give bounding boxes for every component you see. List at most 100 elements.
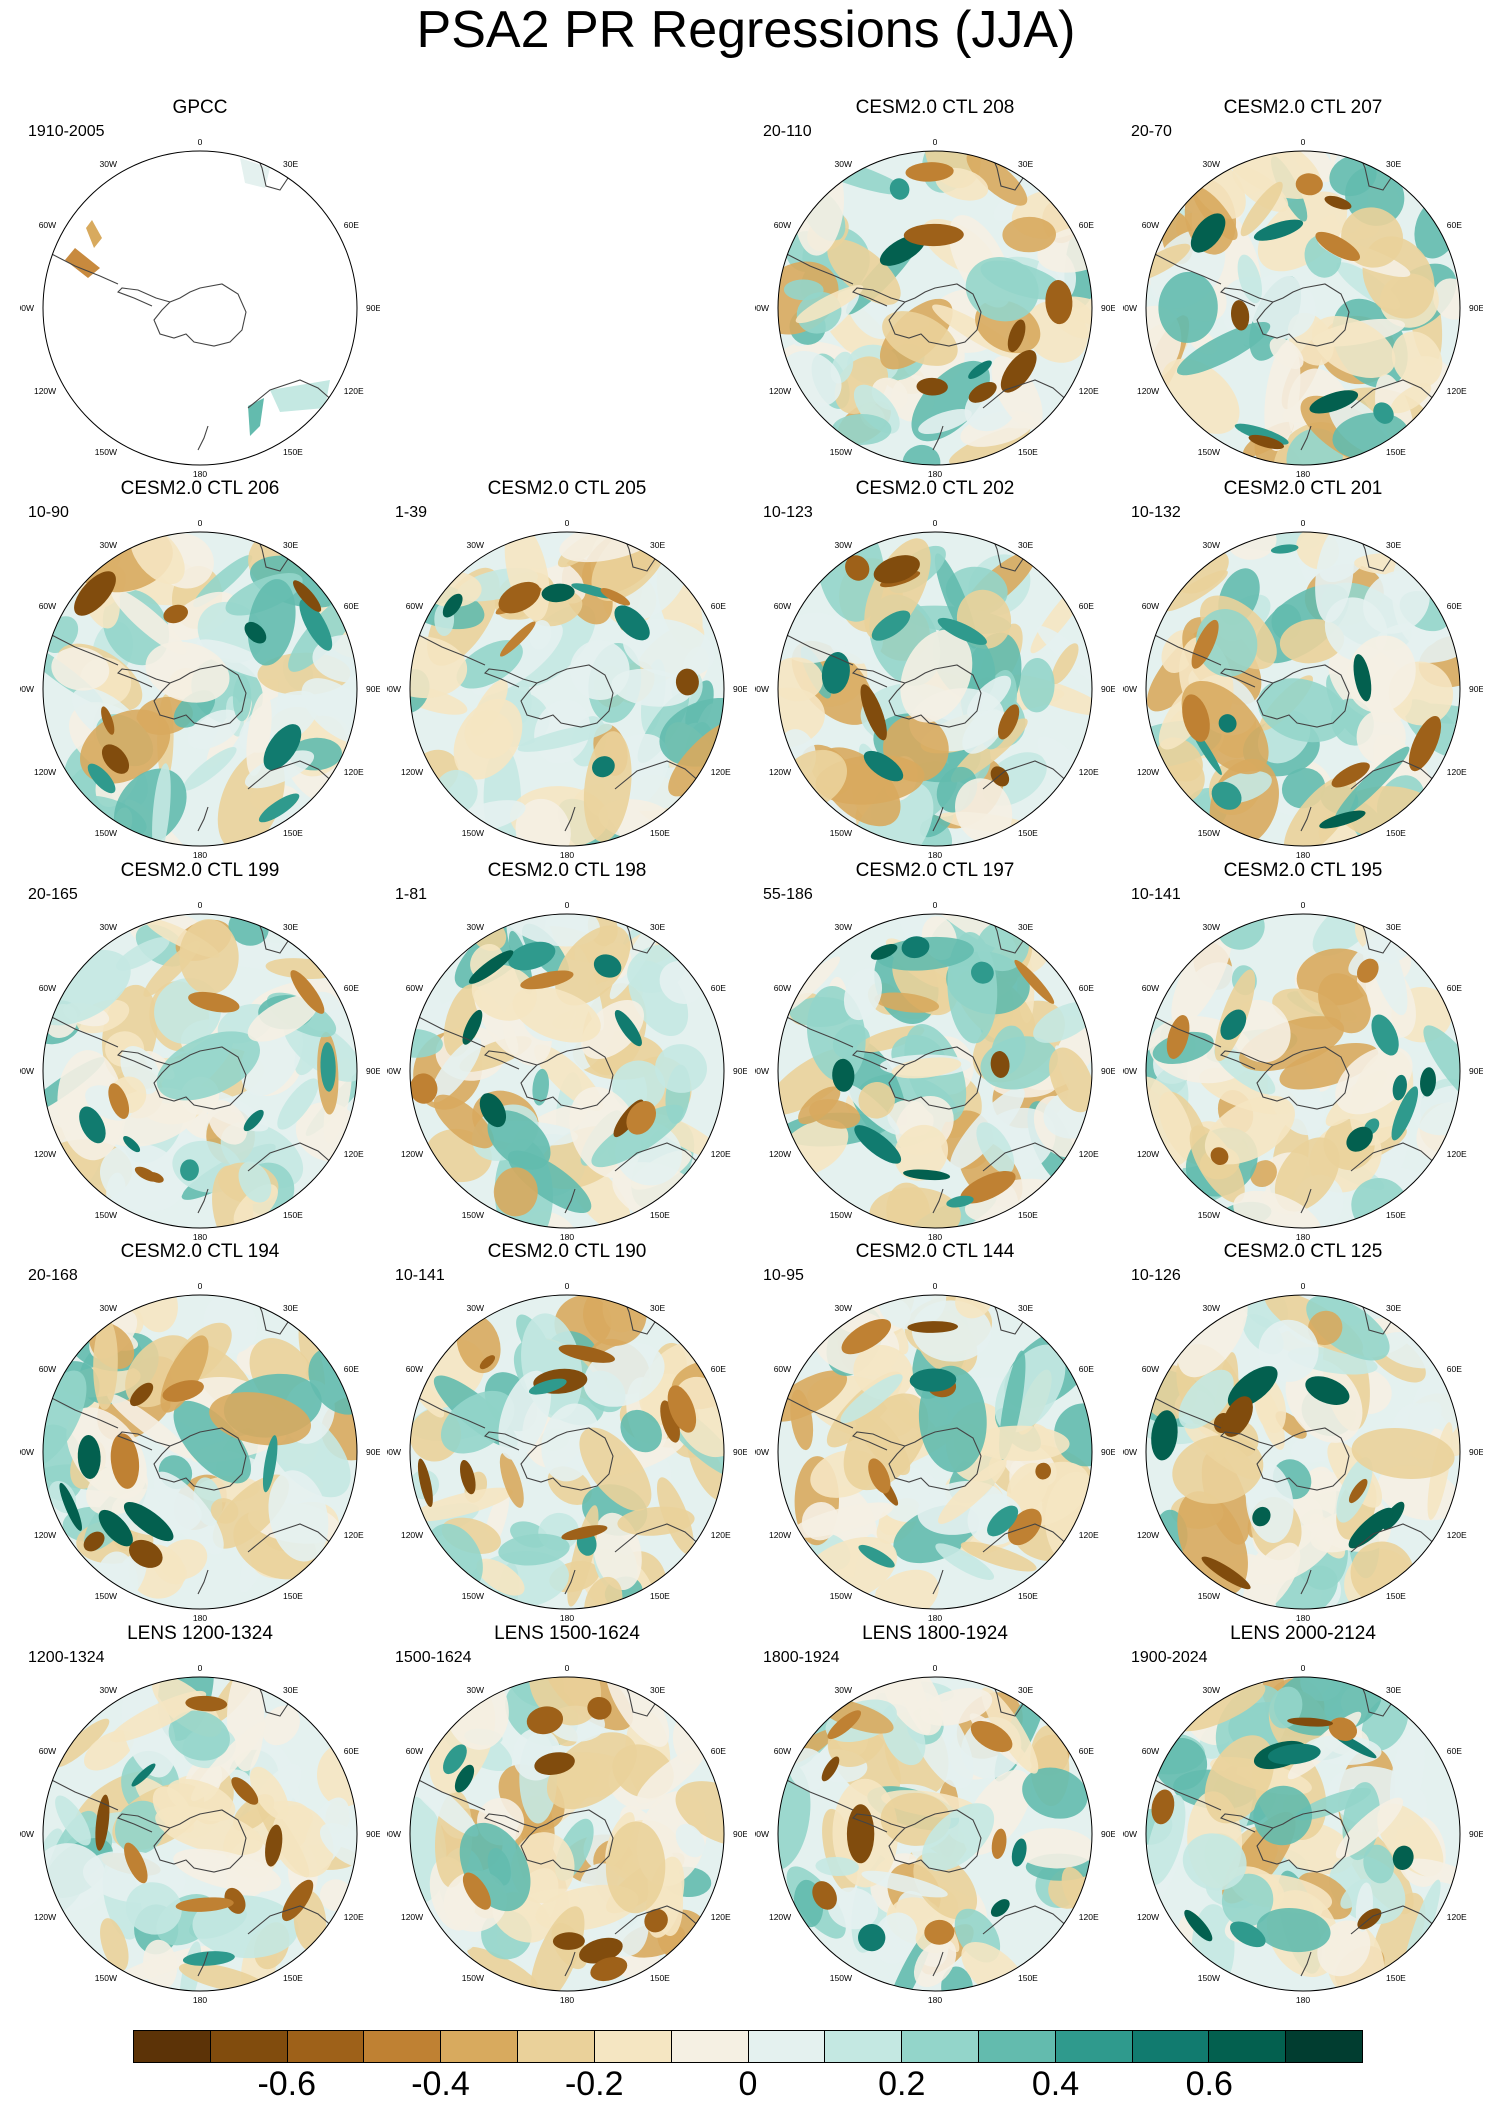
longitude-label: 120W [401,1530,423,1540]
panel-period: 10-132 [1131,504,1181,521]
longitude-label: 90E [366,1447,380,1457]
panel-period: 1910-2005 [28,123,105,140]
longitude-label: 150W [95,1973,117,1983]
longitude-label: 60E [1447,220,1462,230]
colorbar-swatch [210,2031,288,2062]
map-panel: CESM2.0 CTL 202 10-123 0 30E 60E 90E 120E 150E 1… [755,478,1115,858]
map-boundary [777,150,1093,466]
map-panel: LENS 2000-2124 1900-2024 0 30E 60E 90E 120E 150… [1123,1623,1483,2003]
panel-title: CESM2.0 CTL 201 [1223,478,1383,499]
colorbar-swatch [825,2031,903,2062]
colorbar-swatch [1209,2031,1287,2062]
longitude-label: 180 [1296,1613,1310,1621]
longitude-label: 120E [711,1530,731,1540]
longitude-label: 150E [650,1973,670,1983]
longitude-label: 90E [733,1447,747,1457]
map-panel: CESM2.0 CTL 199 20-165 0 30E 60E 90E 120E 150E 1… [20,860,380,1240]
map-boundary [1145,913,1461,1229]
longitude-label: 90W [387,1447,401,1457]
longitude-label: 30E [1386,159,1401,169]
longitude-label: 60W [774,1364,791,1374]
map-panel: CESM2.0 CTL 194 20-168 0 30E 60E 90E 120E 150E 1… [20,1241,380,1621]
polar-map: 0 30E 60E 90E 120E 150E 180 150W 120W 90W 60W 30W [20,518,380,858]
colorbar-swatch [902,2031,979,2062]
longitude-label: 90E [1101,1066,1115,1076]
longitude-label: 90W [755,1829,769,1839]
regression-field [778,532,1092,846]
longitude-label: 30W [467,922,484,932]
longitude-label: 150W [1198,1210,1220,1220]
longitude-label: 60E [344,983,359,993]
map-boundary [409,913,725,1229]
longitude-label: 30E [1018,1303,1033,1313]
polar-map: 0 30E 60E 90E 120E 150E 180 150W 120W 90W 60W 30W [387,518,747,858]
longitude-label: 0 [198,1663,203,1673]
regression-field [1146,1295,1460,1609]
longitude-label: 0 [933,1663,938,1673]
map-boundary [42,913,358,1229]
longitude-label: 120W [769,1530,791,1540]
polar-map: 0 30E 60E 90E 120E 150E 180 150W 120W 90W 60W 30W [755,137,1115,477]
panel-title: CESM2.0 CTL 144 [855,1241,1015,1262]
longitude-label: 0 [933,518,938,528]
longitude-label: 60W [774,220,791,230]
longitude-label: 0 [1301,900,1306,910]
longitude-label: 90E [733,1066,747,1076]
polar-map: 0 30E 60E 90E 120E 150E 180 150W 120W 90W 60W 30W [1123,1663,1483,2003]
longitude-label: 60W [774,983,791,993]
longitude-label: 90W [1123,1066,1137,1076]
longitude-label: 180 [560,850,574,858]
colorbar-swatch [671,2031,749,2062]
longitude-label: 150E [650,1210,670,1220]
map-boundary [42,531,358,847]
longitude-label: 150E [1386,447,1406,457]
longitude-label: 90W [1123,303,1137,313]
map-panel: LENS 1200-1324 1200-1324 0 30E 60E 90E 120E 150… [20,1623,380,2003]
longitude-label: 150W [95,447,117,457]
longitude-label: 120W [769,1912,791,1922]
longitude-label: 90E [1101,1447,1115,1457]
longitude-label: 30E [1018,1685,1033,1695]
longitude-label: 150E [1386,1591,1406,1601]
longitude-label: 120E [344,1912,364,1922]
colorbar-tick-label: -0.4 [411,2065,470,2103]
regression-field [43,1677,357,1991]
panel-title: CESM2.0 CTL 205 [487,478,647,499]
panel-period: 1900-2024 [1131,1649,1208,1666]
longitude-label: 180 [560,1995,574,2003]
longitude-label: 90E [733,684,747,694]
longitude-label: 150W [1198,1973,1220,1983]
longitude-label: 30E [650,540,665,550]
map-panel: CESM2.0 CTL 205 1-39 0 30E 60E 90E 120E 150E 180… [387,478,747,858]
colorbar-swatch [978,2031,1056,2062]
longitude-label: 60E [1079,1746,1094,1756]
longitude-label: 150E [283,828,303,838]
longitude-label: 150E [1018,1973,1038,1983]
longitude-label: 150W [1198,447,1220,457]
longitude-label: 60E [344,601,359,611]
map-boundary [42,1676,358,1992]
longitude-label: 150W [830,1973,852,1983]
longitude-label: 120W [1137,1149,1159,1159]
longitude-label: 90W [1123,684,1137,694]
longitude-label: 60E [711,601,726,611]
longitude-label: 120W [1137,1912,1159,1922]
longitude-label: 90E [1469,1066,1483,1076]
longitude-label: 60W [774,601,791,611]
longitude-label: 150W [830,447,852,457]
longitude-label: 60W [1142,983,1159,993]
regression-field [410,1677,724,1991]
longitude-label: 0 [933,1281,938,1291]
longitude-label: 30W [835,922,852,932]
longitude-label: 90E [1469,1447,1483,1457]
panel-title: LENS 2000-2124 [1230,1623,1376,1644]
longitude-label: 0 [1301,1281,1306,1291]
longitude-label: 90E [366,684,380,694]
longitude-label: 150W [462,828,484,838]
panel-title: CESM2.0 CTL 198 [487,860,647,881]
longitude-label: 30E [1386,1303,1401,1313]
longitude-label: 150W [1198,1591,1220,1601]
longitude-label: 180 [560,1232,574,1240]
longitude-label: 150W [830,828,852,838]
longitude-label: 120E [711,1149,731,1159]
